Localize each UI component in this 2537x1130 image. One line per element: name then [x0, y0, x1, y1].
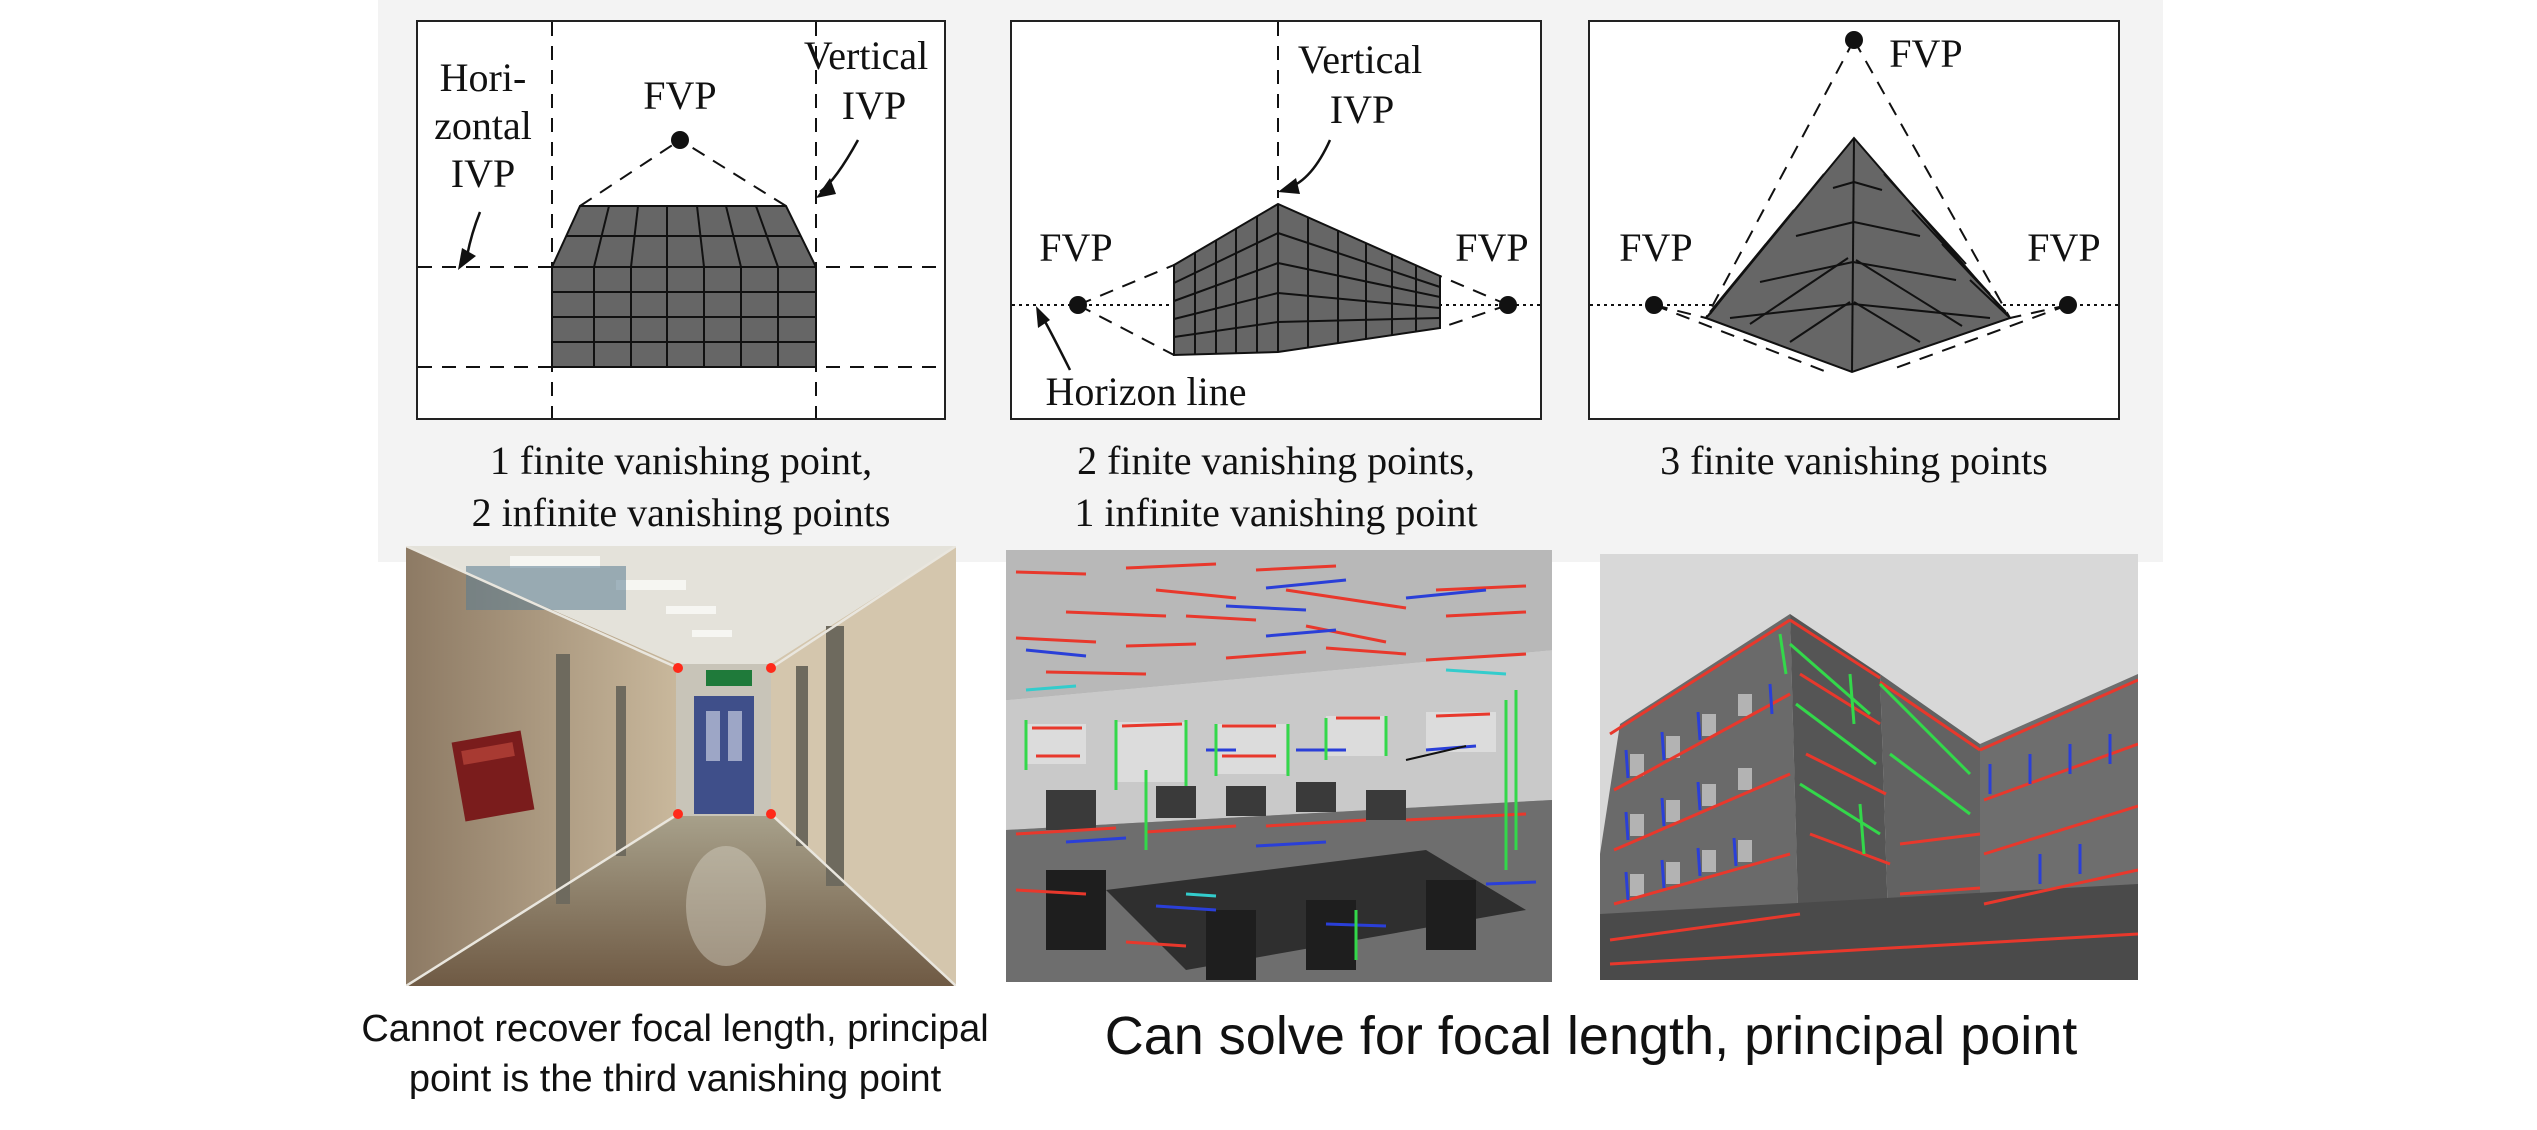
building-scene-with-lines [1600, 554, 2138, 980]
photo-caption-left-line2: point is the third vanishing point [408, 1058, 942, 1100]
photo-building [1600, 554, 2138, 980]
diagram-two-point: Vertical IVP FVP FVP Horizon line [1010, 20, 1542, 420]
caption-three-point: 3 finite vanishing points [1660, 438, 2048, 483]
caption-two-point-line2: 1 infinite vanishing point [1074, 490, 1478, 535]
one-point-perspective-drawing [418, 22, 944, 418]
fvp-right-point [1499, 296, 1517, 314]
photo-caption-left-line1: Cannot recover focal length, principal [361, 1008, 989, 1050]
fvp-left-point [1069, 296, 1087, 314]
photo-office [1006, 550, 1552, 982]
label-fvp-left: FVP [1619, 225, 1693, 270]
label-fvp-right: FVP [2027, 225, 2101, 270]
label-fvp-right: FVP [1455, 225, 1529, 270]
photo-caption-right: Can solve for focal length, principal po… [1104, 1006, 2078, 1066]
label-vertical-ivp-1: Vertical [803, 33, 929, 78]
label-vertical-ivp-2: IVP [841, 83, 907, 128]
caption-one-point-line1: 1 finite vanishing point, [489, 438, 873, 483]
three-point-perspective-drawing [1590, 31, 2118, 375]
fvp-right-point [2059, 296, 2077, 314]
fvp-left-point [1645, 296, 1663, 314]
label-fvp-left: FVP [1039, 225, 1113, 270]
label-fvp: FVP [643, 73, 717, 118]
photo-hallway [406, 546, 956, 986]
fvp-top-point [1845, 31, 1863, 49]
label-vertical-ivp-1: Vertical [1297, 37, 1423, 82]
hallway-scene [406, 546, 956, 986]
caption-two-point-line1: 2 finite vanishing points, [1077, 438, 1475, 483]
office-scene-with-lines [1006, 550, 1552, 982]
diagram-one-point: Hori- zontal IVP FVP Vertical IVP [416, 20, 946, 420]
diagram-three-point: FVP FVP FVP [1588, 20, 2120, 420]
fvp-point [671, 131, 689, 149]
label-fvp-top: FVP [1889, 31, 1963, 76]
caption-one-point-line2: 2 infinite vanishing points [471, 490, 891, 535]
label-vertical-ivp-2: IVP [1329, 87, 1395, 132]
label-horizontal-ivp-2: zontal [434, 103, 532, 148]
label-horizontal-ivp-3: IVP [450, 151, 516, 196]
label-horizontal-ivp-1: Hori- [439, 55, 527, 100]
two-point-perspective-drawing [1012, 22, 1540, 371]
label-horizon-line: Horizon line [1045, 369, 1247, 414]
